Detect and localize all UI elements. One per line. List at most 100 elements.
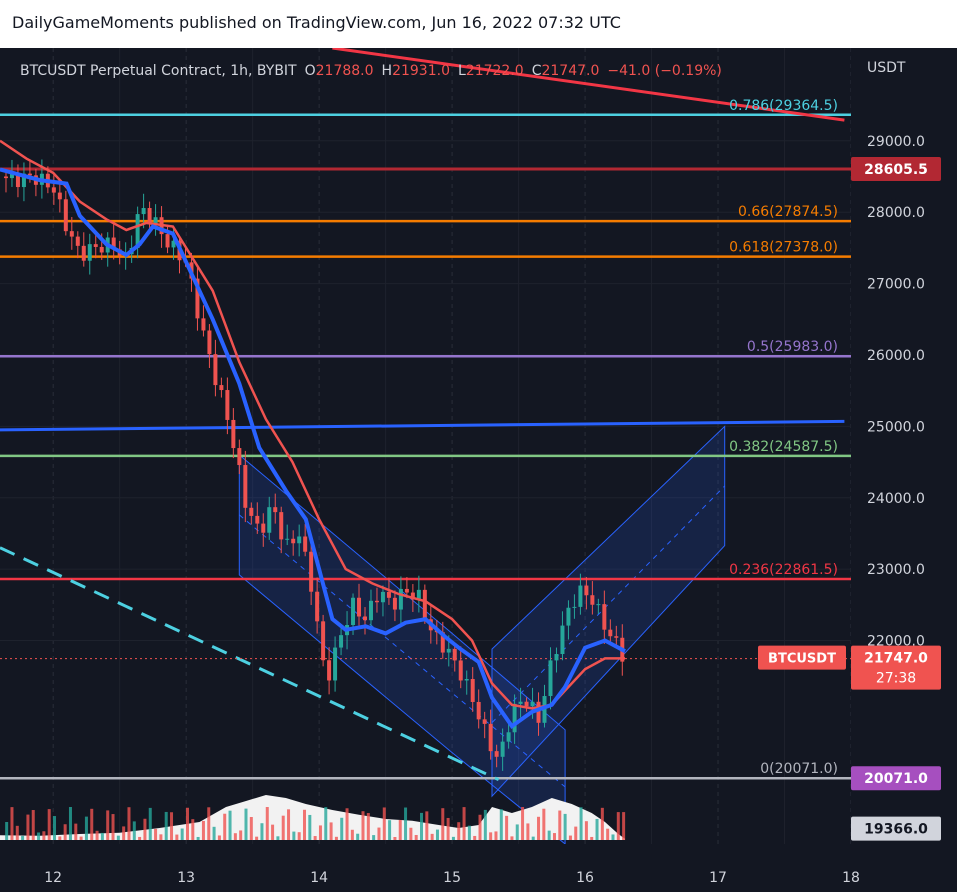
volume-bar: [255, 836, 259, 840]
volume-bar: [271, 824, 275, 840]
volume-bar: [483, 809, 487, 840]
volume-bar: [350, 829, 354, 840]
time-axis-bg: [0, 844, 957, 892]
legend-high: 21931.0: [392, 63, 450, 79]
fib-label: 0.786(29364.5): [729, 98, 838, 114]
volume-bar: [430, 833, 434, 840]
volume-bar: [334, 836, 338, 840]
time-axis[interactable]: 12 13 14 15 16 17 18: [0, 844, 957, 892]
countdown-tag: 27:38: [876, 671, 916, 687]
volume-bar: [228, 810, 232, 840]
fib-label: 0.236(22861.5): [729, 562, 838, 578]
volume-bar: [159, 834, 163, 840]
candle-body: [111, 237, 116, 250]
volume-bar: [244, 808, 248, 840]
volume-bar: [499, 809, 503, 840]
fib-labels: 0.786(29364.5) 0.66(27874.5) 0.618(27378.0…: [729, 98, 838, 777]
volume-bar: [574, 826, 578, 840]
fib-label: 0.5(25983.0): [747, 339, 838, 355]
volume-bar: [356, 833, 360, 840]
time-tick-label: 16: [576, 870, 594, 886]
current-price-tag-bg: [851, 645, 941, 690]
volume-bar: [318, 825, 322, 840]
volume-bar: [521, 807, 525, 840]
fib-label: 0.66(27874.5): [738, 204, 838, 220]
candle-body: [362, 616, 367, 621]
volume-bar: [143, 818, 147, 840]
publish-text: DailyGameMoments published on TradingVie…: [12, 13, 621, 32]
volume-bar: [260, 823, 264, 840]
volume-bar: [63, 824, 67, 840]
volume-bar: [611, 834, 615, 840]
candle-body: [141, 208, 146, 215]
fib-label: 0.382(24587.5): [729, 439, 838, 455]
candle-body: [398, 588, 403, 610]
candle-body: [201, 318, 206, 331]
volume-bar: [42, 831, 46, 840]
ema-fast-line: [0, 167, 626, 730]
volume-bar: [579, 807, 583, 840]
price-chart[interactable]: 0.786(29364.5) 0.66(27874.5) 0.618(27378.0…: [0, 48, 957, 892]
volume-bar: [138, 836, 142, 840]
legend-line: BTCUSDT Perpetual Contract, 1h, BYBIT O21…: [20, 63, 722, 79]
legend-close: 21747.0: [541, 63, 599, 79]
candle-body: [392, 597, 397, 610]
volume-bar: [510, 836, 514, 840]
candle-body: [357, 597, 362, 617]
volume-bar: [79, 836, 83, 840]
volume-bar: [292, 831, 296, 840]
candle-body: [351, 597, 356, 626]
volume-bar: [366, 813, 370, 840]
volume-bar: [122, 826, 126, 840]
volume-bar: [249, 817, 253, 840]
volume-bar: [58, 836, 62, 840]
volume-bar: [10, 807, 14, 840]
volume-bar: [340, 817, 344, 840]
price-tick-label: 24000.0: [867, 491, 925, 507]
volume-bar: [622, 812, 626, 840]
volume-bar: [462, 807, 466, 840]
volume-bar: [457, 822, 461, 840]
candle-body: [27, 173, 32, 176]
candle-body: [614, 636, 619, 638]
volume-bar: [478, 814, 482, 840]
candle-body: [374, 600, 379, 603]
volume-bar: [435, 829, 439, 840]
legend-open-label: O: [305, 63, 316, 79]
volume-bar: [393, 836, 397, 840]
candle-body: [81, 245, 86, 261]
candle-body: [500, 741, 505, 757]
volume-bar: [37, 832, 41, 840]
volume-bar: [223, 813, 227, 840]
time-tick-label: 14: [310, 870, 328, 886]
volume-bar: [127, 807, 131, 840]
candle-body: [15, 173, 20, 188]
candle-body: [404, 588, 409, 593]
candle-body: [147, 208, 152, 225]
fib-label: 0.618(27378.0): [729, 240, 838, 256]
candle-body: [207, 330, 212, 355]
candle-body: [279, 512, 284, 540]
volume-bar: [175, 834, 179, 840]
volume-bar: [526, 823, 530, 840]
level-lines: [0, 48, 851, 782]
legend-close-label: C: [532, 63, 542, 79]
volume-bar: [154, 828, 158, 840]
candle-body: [530, 701, 535, 707]
moving-averages: [0, 139, 626, 730]
volume-bar: [90, 808, 94, 840]
candle-body: [261, 523, 266, 533]
candle-body: [99, 246, 104, 253]
candle-body: [153, 217, 158, 225]
candle-body: [482, 719, 487, 724]
candle-body: [512, 703, 517, 733]
volume-bar: [489, 832, 493, 840]
volume-bar: [180, 828, 184, 840]
candle-body: [267, 507, 272, 533]
candle-body: [327, 660, 332, 681]
candle-body: [231, 419, 236, 449]
volume-bar: [420, 812, 424, 840]
volume-bar: [47, 809, 51, 840]
volume-bar: [74, 823, 78, 840]
candle-body: [596, 604, 601, 606]
